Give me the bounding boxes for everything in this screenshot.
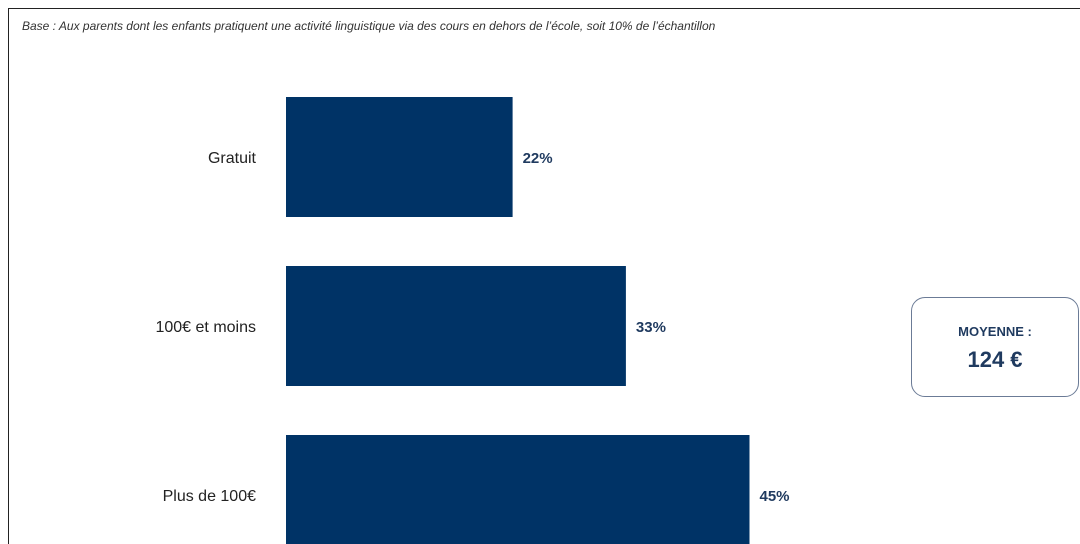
average-value: 124 € — [967, 347, 1023, 372]
bar-1 — [286, 266, 626, 386]
value-label-2: 45% — [760, 488, 790, 505]
category-label-1: 100€ et moins — [155, 319, 256, 336]
chart-frame — [8, 8, 1080, 544]
bar-2 — [286, 435, 750, 544]
category-label-2: Plus de 100€ — [163, 488, 257, 505]
average-box: MOYENNE : 124 € — [911, 297, 1079, 397]
base-note: Base : Aux parents dont les enfants prat… — [22, 19, 716, 33]
category-label-0: Gratuit — [208, 150, 257, 167]
value-label-1: 33% — [636, 319, 666, 336]
average-label: MOYENNE : — [958, 324, 1032, 339]
bar-0 — [286, 97, 513, 217]
value-label-0: 22% — [523, 150, 553, 167]
